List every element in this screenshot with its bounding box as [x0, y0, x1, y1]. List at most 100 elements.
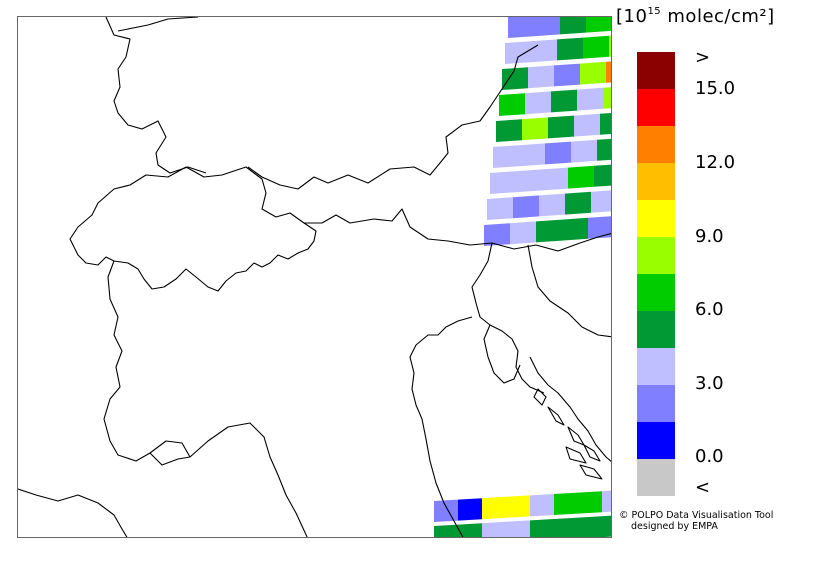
credits-line-1: © POLPO Data Visualisation Tool [619, 510, 774, 521]
legend-unit-label: [1015 molec/cm²] [616, 6, 775, 27]
croatia-island-6 [533, 388, 547, 406]
swath-pixel [606, 61, 611, 83]
swath-pixel [565, 191, 591, 215]
croatia-island-2 [567, 426, 585, 446]
swath-pixel [484, 223, 510, 246]
austria-italy-border [304, 208, 611, 252]
swath-pixel [506, 495, 530, 518]
legend-label-6: 6.0 [695, 299, 724, 320]
swath-pixel [434, 499, 458, 522]
swath-pixel [534, 17, 560, 37]
swath-pixel [578, 516, 602, 537]
legend-label-3: 3.0 [695, 373, 724, 394]
italy-slovenia-border [471, 242, 545, 394]
france-germany-border [105, 17, 207, 174]
swath-pixel [551, 89, 577, 113]
legend-label-above: > [695, 47, 711, 68]
tuscany-coast [189, 422, 308, 537]
swath-pixel [545, 141, 571, 165]
swath-pixel [597, 138, 611, 161]
swath-pixel [508, 17, 534, 38]
country-borders [18, 17, 611, 537]
map-bottom-left-coast [18, 488, 128, 537]
bottom-satellite-swath [434, 490, 611, 537]
swath-pixel [602, 490, 611, 513]
swiss-border [69, 166, 317, 292]
swath-pixel [554, 517, 578, 537]
swath-pixel [594, 164, 611, 187]
legend-swatch-6 [637, 274, 675, 311]
croatia-island-3 [583, 444, 601, 462]
swath-pixel [490, 171, 516, 194]
swath-pixel [600, 113, 611, 135]
germany-north-border [117, 17, 199, 32]
legend-swatch-2 [637, 126, 675, 163]
color-legend-bar [637, 52, 675, 496]
swath-pixel [458, 498, 482, 521]
swath-pixel [548, 115, 574, 139]
swath-pixel [493, 145, 519, 168]
map-canvas[interactable] [18, 17, 612, 538]
legend-swatch-4 [637, 200, 675, 237]
legend-swatch-10 [637, 422, 675, 459]
swath-pixel [510, 221, 536, 245]
legend-swatch-3 [637, 163, 675, 200]
swath-pixel [539, 193, 565, 217]
swath-pixel [499, 93, 525, 116]
swath-pixel [603, 87, 611, 109]
swath-pixel [580, 61, 606, 85]
swath-pixel [530, 519, 554, 537]
credits-text: © POLPO Data Visualisation Tool designed… [619, 510, 773, 532]
swath-pixel [531, 39, 557, 63]
france-italy-border [103, 260, 191, 466]
slovenia-croatia-border [527, 244, 611, 338]
croatia-island-1 [547, 406, 565, 426]
swath-pixel [482, 496, 506, 520]
swath-pixel [496, 119, 522, 142]
swath-pixel [602, 515, 611, 537]
germany-austria-border [247, 44, 539, 190]
swath-pixel [482, 521, 506, 537]
croatia-island-5 [579, 464, 603, 480]
swath-pixel [519, 143, 545, 167]
swath-pixel [513, 195, 539, 219]
swath-pixel [560, 17, 586, 35]
legend-label-9: 9.0 [695, 226, 724, 247]
legend-swatch-0 [637, 52, 675, 89]
swath-pixel [562, 217, 588, 241]
swath-pixel [542, 167, 568, 191]
swath-pixel [574, 113, 600, 137]
top-satellite-swath [484, 17, 611, 246]
swath-pixel [578, 491, 602, 514]
swath-pixel [516, 169, 542, 193]
legend-swatch-11 [637, 459, 675, 496]
legend-label-below: < [695, 477, 711, 498]
swath-pixel [458, 523, 482, 537]
swath-pixel [505, 41, 531, 64]
swath-pixel [506, 520, 530, 537]
swath-pixel [530, 494, 554, 517]
swath-pixel [525, 91, 551, 115]
adriatic-coast [409, 316, 473, 537]
croatia-island-4 [565, 446, 587, 464]
map-panel[interactable] [17, 16, 612, 538]
ligurian-coast [149, 440, 191, 458]
swath-pixel [554, 63, 580, 87]
legend-label-0: 0.0 [695, 446, 724, 467]
legend-swatch-5 [637, 237, 675, 274]
swath-pixel [609, 35, 611, 57]
istria-coast [483, 324, 521, 384]
swath-pixel [522, 117, 548, 141]
swath-pixel [583, 35, 609, 59]
swath-pixel [502, 67, 528, 90]
swath-pixel [434, 524, 458, 537]
swath-pixel [557, 37, 583, 61]
swath-pixel [571, 139, 597, 163]
swath-pixel [568, 165, 594, 189]
legend-swatch-1 [637, 89, 675, 126]
legend-swatch-9 [637, 385, 675, 422]
swath-pixel [591, 190, 611, 213]
legend-label-15: 15.0 [695, 78, 736, 99]
legend-swatch-8 [637, 348, 675, 385]
swath-pixel [577, 87, 603, 111]
